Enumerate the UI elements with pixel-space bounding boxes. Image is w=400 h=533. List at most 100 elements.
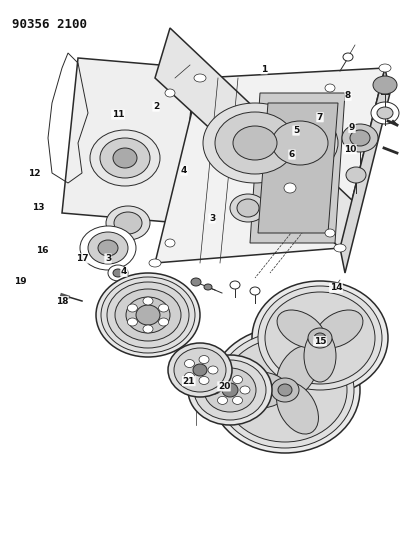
Text: 4: 4 bbox=[121, 268, 127, 276]
Text: 15: 15 bbox=[314, 337, 326, 345]
Ellipse shape bbox=[237, 199, 259, 217]
Ellipse shape bbox=[96, 273, 200, 357]
Ellipse shape bbox=[262, 113, 338, 173]
Ellipse shape bbox=[203, 103, 307, 183]
Ellipse shape bbox=[143, 297, 153, 305]
Text: 18: 18 bbox=[56, 297, 68, 305]
Ellipse shape bbox=[128, 304, 138, 312]
Ellipse shape bbox=[343, 53, 353, 61]
Text: 14: 14 bbox=[330, 284, 342, 292]
Ellipse shape bbox=[114, 212, 142, 234]
Polygon shape bbox=[62, 58, 195, 223]
Text: 7: 7 bbox=[317, 113, 323, 122]
Ellipse shape bbox=[222, 383, 238, 397]
Ellipse shape bbox=[143, 325, 153, 333]
Ellipse shape bbox=[379, 64, 391, 72]
Ellipse shape bbox=[113, 269, 123, 277]
Ellipse shape bbox=[88, 232, 128, 264]
Ellipse shape bbox=[188, 355, 272, 425]
Ellipse shape bbox=[334, 244, 346, 252]
Ellipse shape bbox=[208, 366, 218, 374]
Ellipse shape bbox=[314, 333, 326, 343]
Ellipse shape bbox=[252, 281, 388, 395]
Ellipse shape bbox=[218, 397, 228, 405]
Ellipse shape bbox=[199, 356, 209, 364]
Ellipse shape bbox=[100, 138, 150, 178]
Ellipse shape bbox=[204, 368, 256, 412]
Polygon shape bbox=[155, 28, 355, 248]
Text: 9: 9 bbox=[349, 124, 355, 132]
Polygon shape bbox=[340, 68, 390, 273]
Ellipse shape bbox=[276, 346, 318, 398]
Text: 13: 13 bbox=[32, 204, 44, 212]
Ellipse shape bbox=[184, 360, 194, 368]
Ellipse shape bbox=[346, 167, 366, 183]
Text: 4: 4 bbox=[181, 166, 187, 175]
Text: 5: 5 bbox=[293, 126, 299, 135]
Ellipse shape bbox=[308, 328, 332, 348]
Ellipse shape bbox=[233, 126, 277, 160]
Ellipse shape bbox=[191, 278, 201, 286]
Text: 1: 1 bbox=[261, 65, 267, 74]
Ellipse shape bbox=[126, 297, 170, 333]
Ellipse shape bbox=[107, 282, 189, 348]
Ellipse shape bbox=[218, 376, 228, 384]
Ellipse shape bbox=[315, 310, 363, 348]
Ellipse shape bbox=[149, 259, 161, 267]
Ellipse shape bbox=[272, 121, 328, 165]
Ellipse shape bbox=[277, 310, 325, 348]
Polygon shape bbox=[250, 93, 345, 243]
Text: 16: 16 bbox=[36, 246, 48, 255]
Text: 20: 20 bbox=[218, 382, 230, 391]
Text: 2: 2 bbox=[153, 102, 159, 111]
Ellipse shape bbox=[174, 348, 226, 392]
Text: 12: 12 bbox=[28, 169, 40, 177]
Ellipse shape bbox=[90, 130, 160, 186]
Ellipse shape bbox=[371, 102, 399, 124]
Ellipse shape bbox=[232, 376, 242, 384]
Text: 10: 10 bbox=[344, 145, 356, 154]
Ellipse shape bbox=[128, 318, 138, 326]
Ellipse shape bbox=[265, 292, 375, 384]
Ellipse shape bbox=[304, 330, 336, 382]
Ellipse shape bbox=[98, 240, 118, 256]
Ellipse shape bbox=[350, 130, 370, 146]
Ellipse shape bbox=[108, 265, 128, 281]
Ellipse shape bbox=[223, 338, 347, 442]
Ellipse shape bbox=[113, 148, 137, 168]
Ellipse shape bbox=[194, 74, 206, 82]
Ellipse shape bbox=[373, 76, 397, 94]
Ellipse shape bbox=[230, 281, 240, 289]
Text: 90356 2100: 90356 2100 bbox=[12, 18, 87, 31]
Ellipse shape bbox=[165, 89, 175, 97]
Ellipse shape bbox=[276, 382, 318, 434]
Ellipse shape bbox=[106, 206, 150, 240]
Polygon shape bbox=[258, 103, 338, 233]
Ellipse shape bbox=[158, 304, 168, 312]
Ellipse shape bbox=[240, 386, 250, 394]
Text: 6: 6 bbox=[289, 150, 295, 159]
Ellipse shape bbox=[184, 373, 194, 381]
Text: 11: 11 bbox=[112, 110, 124, 119]
Ellipse shape bbox=[232, 397, 242, 405]
Ellipse shape bbox=[377, 107, 393, 119]
Ellipse shape bbox=[325, 84, 335, 92]
Ellipse shape bbox=[101, 277, 195, 353]
Ellipse shape bbox=[204, 284, 212, 290]
Ellipse shape bbox=[194, 360, 266, 420]
Ellipse shape bbox=[215, 112, 295, 174]
Ellipse shape bbox=[210, 327, 360, 453]
Ellipse shape bbox=[165, 239, 175, 247]
Ellipse shape bbox=[284, 183, 296, 193]
Text: 21: 21 bbox=[182, 377, 195, 385]
Ellipse shape bbox=[193, 364, 207, 376]
Ellipse shape bbox=[342, 124, 378, 152]
Ellipse shape bbox=[199, 376, 209, 384]
Text: 3: 3 bbox=[105, 254, 111, 263]
Ellipse shape bbox=[168, 343, 232, 397]
Ellipse shape bbox=[232, 372, 288, 408]
Ellipse shape bbox=[250, 287, 260, 295]
Text: 17: 17 bbox=[76, 254, 88, 263]
Ellipse shape bbox=[80, 226, 136, 270]
Ellipse shape bbox=[210, 386, 220, 394]
